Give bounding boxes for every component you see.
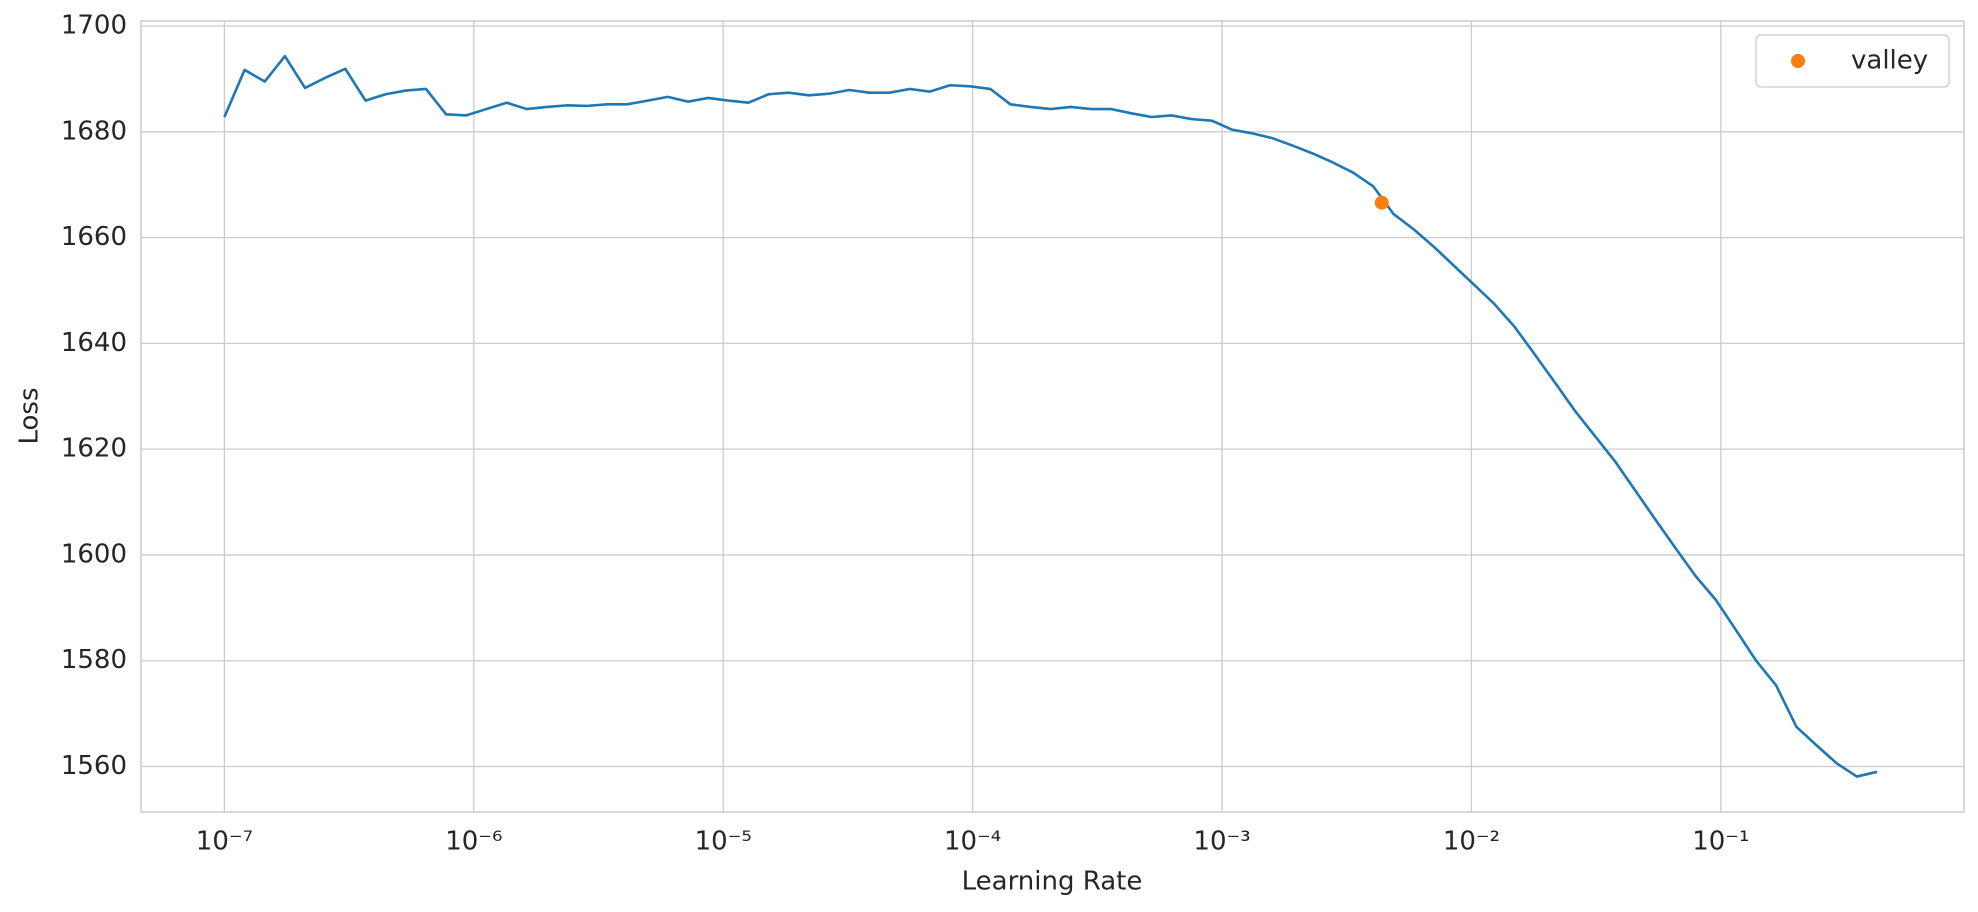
y-tick-label: 1620 <box>61 434 127 464</box>
y-axis-label: Loss <box>15 387 45 444</box>
legend-label: valley <box>1851 46 1928 76</box>
x-axis-label: Learning Rate <box>962 867 1143 897</box>
legend-box <box>1755 34 1950 88</box>
y-tick-label: 1640 <box>61 328 127 358</box>
x-tick-label: 10⁻⁷ <box>196 827 253 857</box>
legend-marker <box>1791 54 1805 68</box>
y-tick-label: 1680 <box>61 116 127 146</box>
y-tick-label: 1600 <box>61 539 127 569</box>
loss-line <box>223 54 1878 778</box>
plot-frame <box>140 20 1965 813</box>
x-tick-label: 10⁻³ <box>1193 827 1250 857</box>
y-tick-label: 1700 <box>61 11 127 41</box>
x-tick-label: 10⁻⁵ <box>695 827 752 857</box>
x-tick-label: 10⁻⁶ <box>445 827 502 857</box>
y-tick-label: 1560 <box>61 751 127 781</box>
valley-point <box>1374 195 1389 210</box>
x-tick-label: 10⁻¹ <box>1692 827 1749 857</box>
y-tick-label: 1660 <box>61 222 127 252</box>
x-tick-label: 10⁻² <box>1443 827 1500 857</box>
x-tick-label: 10⁻⁴ <box>944 827 1001 857</box>
y-tick-label: 1580 <box>61 645 127 675</box>
